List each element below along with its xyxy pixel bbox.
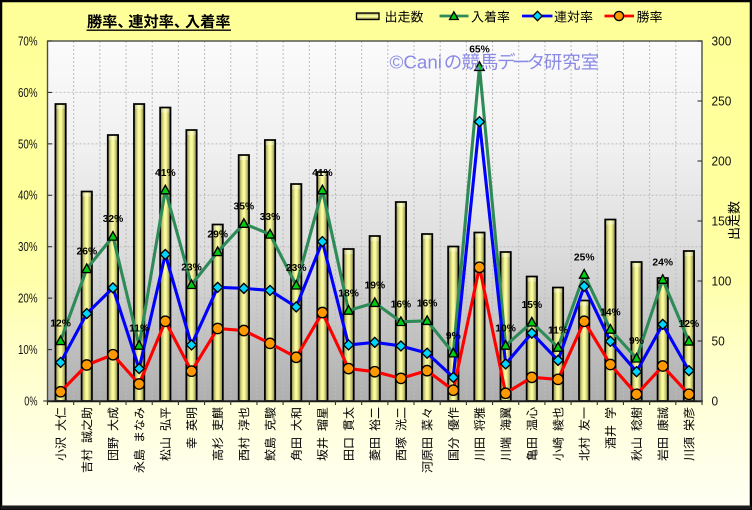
svg-text:200: 200 xyxy=(712,154,732,168)
svg-text:16%: 16% xyxy=(417,299,438,310)
svg-text:11%: 11% xyxy=(129,323,149,334)
svg-text:12%: 12% xyxy=(50,319,71,330)
svg-text:20%: 20% xyxy=(18,292,38,306)
svg-text:10%: 10% xyxy=(18,343,38,357)
svg-text:35%: 35% xyxy=(233,201,254,212)
svg-text:40%: 40% xyxy=(18,189,38,203)
svg-text:60%: 60% xyxy=(18,86,38,100)
svg-text:41%: 41% xyxy=(312,168,333,179)
svg-text:24%: 24% xyxy=(652,257,673,268)
svg-text:50: 50 xyxy=(712,334,725,348)
svg-text:11%: 11% xyxy=(548,325,568,336)
svg-text:30%: 30% xyxy=(18,240,38,254)
svg-text:19%: 19% xyxy=(364,281,385,292)
svg-text:150: 150 xyxy=(712,214,732,228)
svg-text:250: 250 xyxy=(712,94,732,108)
svg-text:65%: 65% xyxy=(469,45,490,56)
svg-text:18%: 18% xyxy=(338,288,359,299)
svg-text:33%: 33% xyxy=(260,212,281,223)
svg-text:300: 300 xyxy=(712,34,732,48)
svg-text:16%: 16% xyxy=(391,300,412,311)
svg-text:100: 100 xyxy=(712,274,732,288)
svg-text:50%: 50% xyxy=(18,137,38,151)
svg-text:9%: 9% xyxy=(629,336,644,347)
svg-text:32%: 32% xyxy=(103,214,124,225)
svg-text:29%: 29% xyxy=(207,230,228,241)
svg-text:0: 0 xyxy=(712,394,719,408)
svg-text:26%: 26% xyxy=(76,247,97,258)
svg-text:15%: 15% xyxy=(521,300,542,311)
svg-text:©Cani: ©Cani xyxy=(390,52,442,73)
svg-text:23%: 23% xyxy=(181,263,202,274)
svg-text:41%: 41% xyxy=(155,168,176,179)
svg-text:25%: 25% xyxy=(574,252,595,263)
svg-text:23%: 23% xyxy=(286,263,307,274)
svg-text:10%: 10% xyxy=(495,323,516,334)
svg-text:70%: 70% xyxy=(18,34,38,48)
svg-text:14%: 14% xyxy=(600,307,621,318)
svg-text:0%: 0% xyxy=(24,394,37,408)
svg-text:12%: 12% xyxy=(679,319,700,330)
svg-text:9%: 9% xyxy=(446,331,461,342)
